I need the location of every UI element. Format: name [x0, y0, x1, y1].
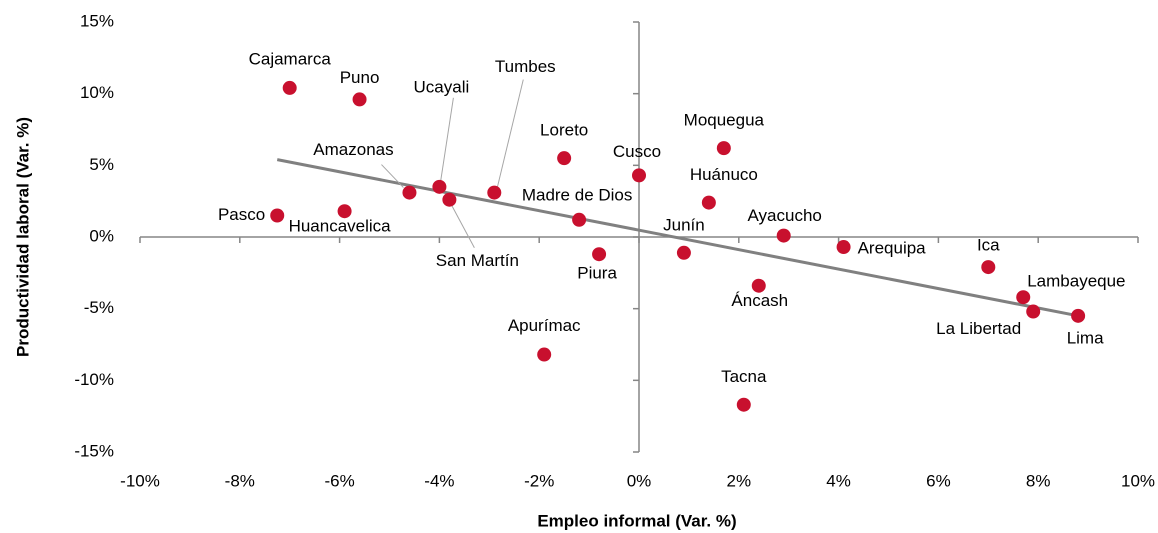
- point: [402, 185, 417, 200]
- x-tick-label: -4%: [424, 471, 454, 490]
- x-tick-label: -6%: [324, 471, 354, 490]
- y-tick-label: -5%: [84, 298, 114, 317]
- x-tick-label: -8%: [225, 471, 255, 490]
- point-label: Arequipa: [858, 239, 927, 258]
- point-label: Madre de Dios: [522, 185, 633, 204]
- x-axis-title: Empleo informal (Var. %): [537, 511, 736, 530]
- y-tick-label: 15%: [80, 11, 114, 30]
- point-label: Áncash: [731, 291, 788, 310]
- point: [282, 80, 297, 95]
- point-label: Junín: [663, 215, 705, 234]
- point-label: Pasco: [218, 205, 265, 224]
- point-label: Tacna: [721, 367, 767, 386]
- x-tick-label: -10%: [120, 471, 160, 490]
- x-tick-label: -2%: [524, 471, 554, 490]
- point-label: Amazonas: [313, 140, 393, 159]
- x-tick-label: 0%: [627, 471, 652, 490]
- point-label: Tumbes: [495, 57, 556, 76]
- point-label: Ica: [977, 236, 1000, 255]
- x-tick-label: 4%: [826, 471, 851, 490]
- point: [537, 347, 552, 362]
- y-tick-label: -10%: [74, 370, 114, 389]
- leader-line: [450, 204, 475, 248]
- point: [701, 195, 716, 210]
- point-label: Ucayali: [414, 77, 470, 96]
- point: [676, 245, 691, 260]
- point: [487, 185, 502, 200]
- point-label: Apurímac: [508, 316, 581, 335]
- point: [981, 260, 996, 275]
- trendline: [276, 158, 1079, 318]
- point-label: Ayacucho: [748, 206, 822, 225]
- x-tick-label: 10%: [1121, 471, 1155, 490]
- point: [432, 179, 447, 194]
- point: [716, 141, 731, 156]
- point-label: Puno: [340, 68, 380, 87]
- point: [270, 208, 285, 223]
- point-label: San Martín: [436, 251, 519, 270]
- point: [632, 168, 646, 183]
- point-label: Lima: [1067, 328, 1104, 347]
- point: [592, 247, 607, 262]
- y-tick-label: -15%: [74, 441, 114, 460]
- leader-line: [496, 79, 524, 188]
- point: [572, 212, 587, 227]
- point-label: Cajamarca: [249, 49, 332, 68]
- x-tick-label: 2%: [727, 471, 752, 490]
- point-label: Moquegua: [684, 111, 765, 130]
- leader-line: [381, 164, 404, 188]
- y-tick-label: 0%: [89, 226, 114, 245]
- point-label: Huancavelica: [289, 217, 392, 236]
- point: [337, 204, 352, 219]
- point-label: Lambayeque: [1027, 272, 1125, 291]
- point-label: Huánuco: [690, 165, 758, 184]
- point: [1026, 304, 1041, 319]
- point: [1016, 290, 1031, 305]
- point: [1071, 308, 1086, 323]
- leader-line: [439, 97, 454, 183]
- point: [836, 240, 851, 255]
- point: [557, 151, 572, 166]
- y-tick-label: 10%: [80, 83, 114, 102]
- point-label: La Libertad: [936, 319, 1021, 338]
- point-label: Cusco: [613, 142, 661, 161]
- point: [751, 278, 766, 293]
- y-axis-title: Productividad laboral (Var. %): [13, 117, 32, 357]
- point: [442, 192, 457, 207]
- point: [352, 92, 367, 107]
- x-tick-label: 6%: [926, 471, 951, 490]
- point-label: Piura: [577, 264, 617, 283]
- point: [736, 397, 751, 412]
- y-tick-label: 5%: [89, 155, 114, 174]
- x-tick-label: 8%: [1026, 471, 1051, 490]
- point: [776, 228, 791, 243]
- point-label: Loreto: [540, 121, 588, 140]
